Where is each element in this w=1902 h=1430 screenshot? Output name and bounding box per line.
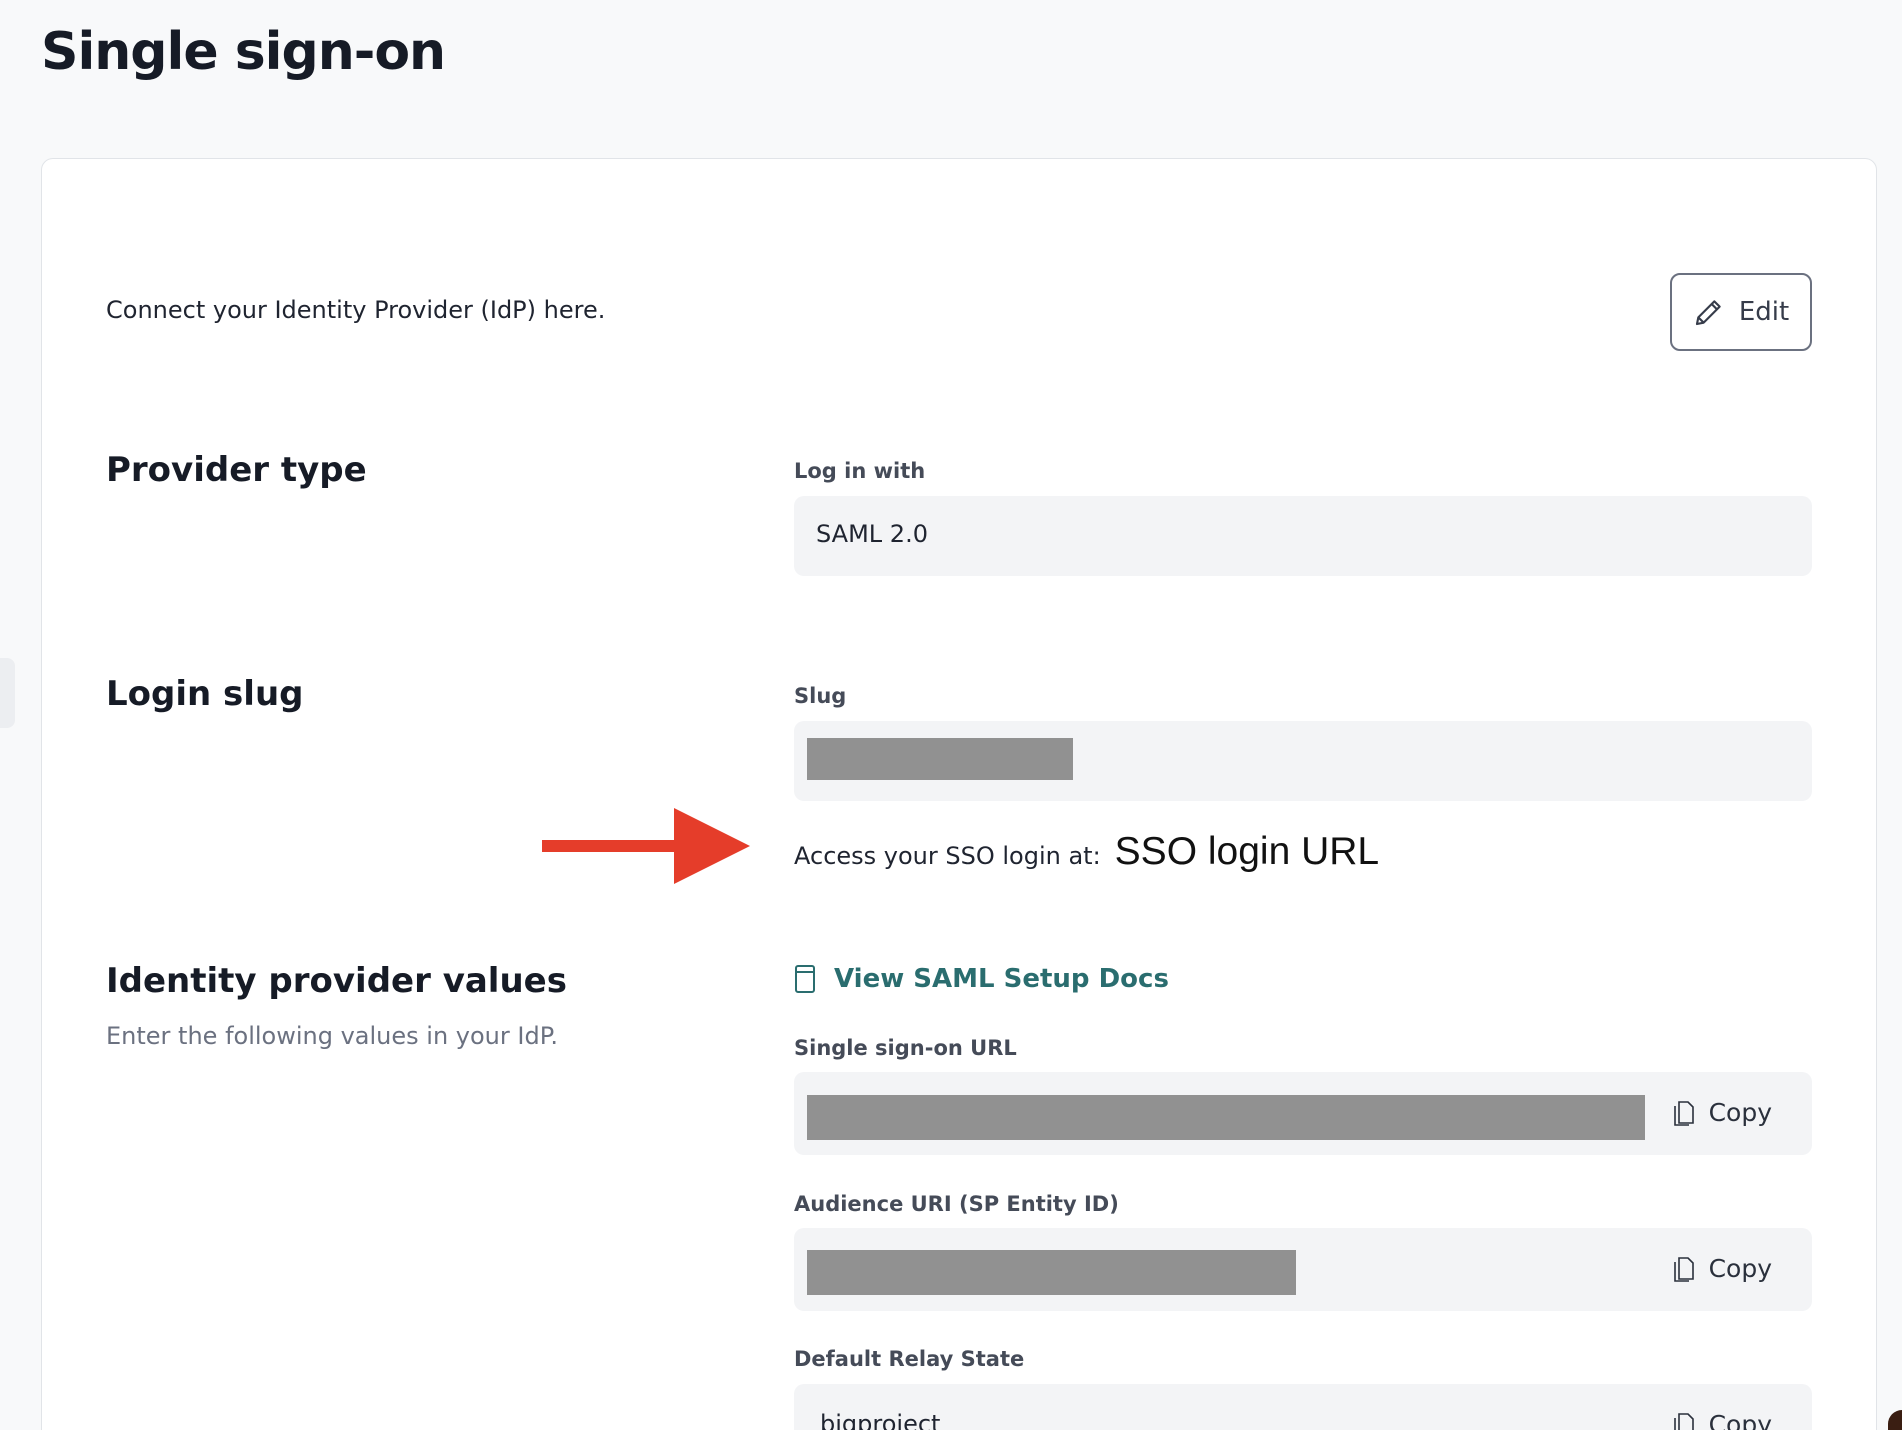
slug-label: Slug [794, 684, 847, 708]
log-in-with-field[interactable]: SAML 2.0 [794, 496, 1812, 576]
audience-uri-label: Audience URI (SP Entity ID) [794, 1192, 1119, 1216]
edit-label: Edit [1738, 297, 1790, 327]
log-in-with-value: SAML 2.0 [816, 520, 928, 548]
side-panel-tab[interactable] [0, 658, 15, 728]
redacted-slug [807, 738, 1073, 780]
pencil-icon [1695, 300, 1721, 326]
log-in-with-label: Log in with [794, 459, 926, 483]
slug-field[interactable] [794, 721, 1812, 801]
identity-provider-values-subtitle: Enter the following values in your IdP. [106, 1022, 559, 1050]
provider-type-heading: Provider type [106, 450, 367, 490]
sso-url-field: Copy [794, 1072, 1812, 1155]
view-saml-docs-label: View SAML Setup Docs [834, 964, 1169, 994]
view-saml-docs-link[interactable]: View SAML Setup Docs [794, 964, 1169, 994]
default-relay-state-field: bigproject Copy [794, 1384, 1812, 1430]
document-icon [795, 965, 815, 993]
edit-button[interactable]: Edit [1670, 273, 1812, 351]
copy-audience-uri-button[interactable]: Copy [1673, 1254, 1772, 1283]
copy-label: Copy [1708, 1098, 1772, 1127]
default-relay-state-label: Default Relay State [794, 1347, 1025, 1371]
audience-uri-field: Copy [794, 1228, 1812, 1311]
access-text: Access your SSO login at: [794, 842, 1101, 870]
window-corner [1888, 1410, 1902, 1430]
red-arrow-annotation [542, 808, 750, 884]
copy-label: Copy [1708, 1410, 1772, 1430]
copy-relay-state-button[interactable]: Copy [1673, 1410, 1772, 1430]
copy-icon [1673, 1412, 1694, 1430]
copy-sso-url-button[interactable]: Copy [1673, 1098, 1772, 1127]
copy-label: Copy [1708, 1254, 1772, 1283]
redacted-audience-uri [807, 1250, 1296, 1295]
default-relay-state-value: bigproject [820, 1410, 941, 1430]
sso-url-label: Single sign-on URL [794, 1036, 1017, 1060]
sso-access-line: Access your SSO login at: SSO login URL [794, 830, 1379, 874]
copy-icon [1673, 1100, 1694, 1126]
intro-text: Connect your Identity Provider (IdP) her… [106, 296, 606, 324]
redacted-sso-url [807, 1095, 1645, 1140]
copy-icon [1673, 1256, 1694, 1282]
login-slug-heading: Login slug [106, 674, 304, 714]
sso-login-url[interactable]: SSO login URL [1114, 830, 1380, 873]
page-title: Single sign-on [41, 22, 446, 82]
identity-provider-values-heading: Identity provider values [106, 961, 567, 1001]
